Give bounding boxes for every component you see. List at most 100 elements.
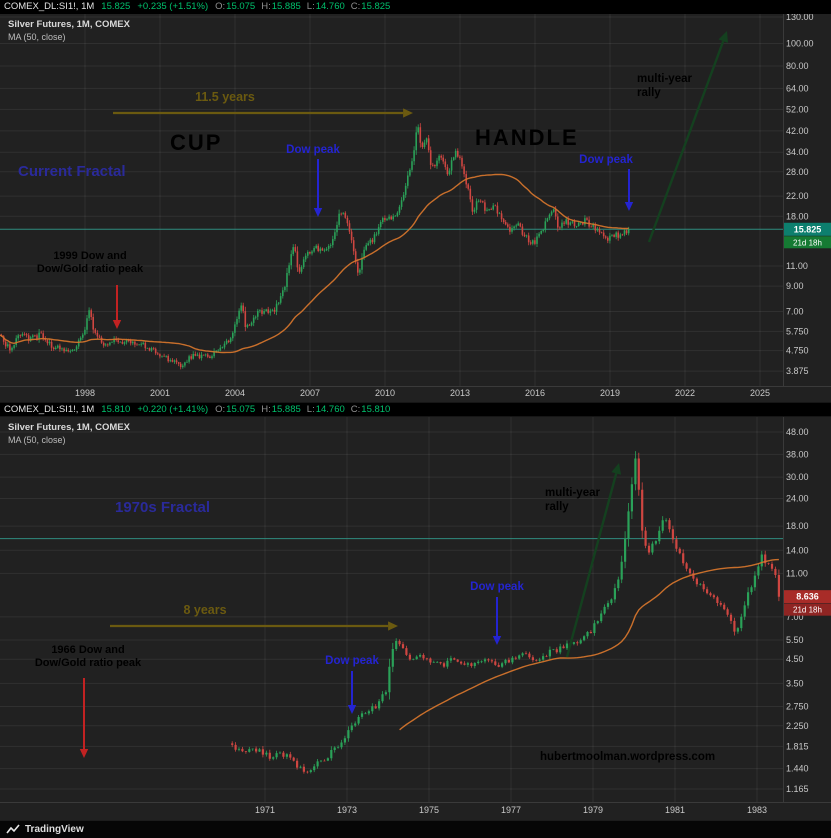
svg-text:100.00: 100.00 <box>786 38 814 48</box>
chart-panel-current-fractal[interactable]: 130.00 100.00 80.00 64.00 52.00 42.00 34.00 28.… <box>0 14 831 402</box>
svg-text:2.750: 2.750 <box>786 702 809 712</box>
svg-text:1977: 1977 <box>501 805 521 815</box>
svg-text:18.00: 18.00 <box>786 211 809 221</box>
svg-text:21d 18h: 21d 18h <box>793 238 822 247</box>
last-price-badge <box>784 222 831 236</box>
tradingview-brand[interactable]: TradingView <box>25 824 84 835</box>
last-price-bottom: 15.810 <box>101 404 131 415</box>
seventies-fractal-label: 1970s Fractal <box>115 499 210 516</box>
open-value-top: 15.075 <box>226 1 256 12</box>
svg-text:1971: 1971 <box>255 805 275 815</box>
multi-year-rally-label: rally <box>637 87 661 99</box>
svg-text:34.00: 34.00 <box>786 147 809 157</box>
time-axis[interactable]: 1998 2001 2004 2007 2010 2013 2016 2019 2022 2025 <box>75 388 770 398</box>
open-key-bottom: O: <box>215 404 226 415</box>
candles-layer <box>231 451 781 774</box>
svg-text:5.750: 5.750 <box>786 326 809 336</box>
svg-text:52.00: 52.00 <box>786 104 809 114</box>
svg-text:4.750: 4.750 <box>786 346 809 356</box>
symbol-title-bottom[interactable]: COMEX_DL:SI1!, 1M <box>4 404 95 415</box>
cup-label: CUP <box>170 130 222 155</box>
svg-text:Silver Futures, 1M, COMEX: Silver Futures, 1M, COMEX <box>8 422 131 433</box>
candles-layer <box>0 123 630 370</box>
dow-peak-1973-label: Dow peak <box>325 655 379 667</box>
svg-text:Silver Futures, 1M, COMEX: Silver Futures, 1M, COMEX <box>8 19 131 30</box>
svg-text:2004: 2004 <box>225 388 245 398</box>
grid <box>0 417 783 802</box>
svg-text:1975: 1975 <box>419 805 439 815</box>
open-key-top: O: <box>215 1 226 12</box>
current-fractal-label: Current Fractal <box>18 163 126 180</box>
last-price-badge <box>784 590 831 604</box>
time-axis[interactable]: 1971 1973 1975 1977 1979 1981 1983 <box>255 805 767 815</box>
ohlc-bar-bottom: COMEX_DL:SI1!, 1M 15.810 +0.220 (+1.41%) O:… <box>0 402 831 417</box>
close-value-bottom: 15.810 <box>361 404 391 415</box>
high-key-top: H: <box>261 1 271 12</box>
svg-text:28.00: 28.00 <box>786 167 809 177</box>
svg-text:7.00: 7.00 <box>786 306 804 316</box>
price-axis[interactable]: 130.00 100.00 80.00 64.00 52.00 42.00 34.00 28.… <box>786 14 814 376</box>
legend[interactable]: Silver Futures, 1M, COMEX MA (50, close) <box>8 422 131 445</box>
price-axis[interactable]: 48.00 38.00 30.00 24.00 18.00 14.00 11.00 7.00 5… <box>786 427 809 794</box>
multi-year-rally-label-2: multi-year <box>545 487 600 499</box>
svg-text:2025: 2025 <box>750 388 770 398</box>
svg-text:21d 18h: 21d 18h <box>793 606 822 615</box>
grid <box>0 14 783 386</box>
high-value-top: 15.885 <box>271 1 301 12</box>
last-price-top: 15.825 <box>101 1 131 12</box>
svg-text:MA (50, close): MA (50, close) <box>8 435 66 445</box>
low-value-top: 14.760 <box>315 1 345 12</box>
chart-panel-1970s-fractal[interactable]: 48.00 38.00 30.00 24.00 18.00 14.00 11.00 7.00 5… <box>0 417 831 820</box>
multi-year-rally-label: multi-year <box>637 73 692 85</box>
change-bottom: +0.220 (+1.41%) <box>137 404 209 415</box>
svg-text:1983: 1983 <box>747 805 767 815</box>
svg-text:2019: 2019 <box>600 388 620 398</box>
svg-text:22.00: 22.00 <box>786 191 809 201</box>
ma-line <box>399 558 779 731</box>
svg-text:1.440: 1.440 <box>786 764 809 774</box>
svg-text:5.50: 5.50 <box>786 635 804 645</box>
svg-text:8.636: 8.636 <box>796 592 819 602</box>
countdown-badge <box>784 603 831 616</box>
open-value-bottom: 15.075 <box>226 404 256 415</box>
svg-text:38.00: 38.00 <box>786 449 809 459</box>
svg-text:2001: 2001 <box>150 388 170 398</box>
symbol-title-top[interactable]: COMEX_DL:SI1!, 1M <box>4 1 95 12</box>
legend[interactable]: Silver Futures, 1M, COMEX MA (50, close) <box>8 19 131 42</box>
low-key-bottom: L: <box>306 404 315 415</box>
svg-text:30.00: 30.00 <box>786 472 809 482</box>
svg-text:1.815: 1.815 <box>786 741 809 751</box>
svg-text:3.875: 3.875 <box>786 366 809 376</box>
svg-text:11.00: 11.00 <box>786 568 808 578</box>
svg-text:2.250: 2.250 <box>786 721 809 731</box>
svg-text:1998: 1998 <box>75 388 95 398</box>
svg-text:42.00: 42.00 <box>786 126 809 136</box>
svg-text:2010: 2010 <box>375 388 395 398</box>
low-value-bottom: 14.760 <box>315 404 345 415</box>
site-label: hubertmoolman.wordpress.com <box>540 751 715 763</box>
svg-text:48.00: 48.00 <box>786 427 809 437</box>
svg-text:2007: 2007 <box>300 388 320 398</box>
multi-year-rally-label-2: rally <box>545 501 569 513</box>
countdown-badge <box>784 236 831 249</box>
ohlc-bar-top: COMEX_DL:SI1!, 1M 15.825 +0.235 (+1.51%) O:… <box>0 0 831 14</box>
annotations-layer: 1970s Fractal 8 years Dow peak Dow peak 1966… <box>35 463 715 763</box>
svg-text:11.00: 11.00 <box>786 261 808 271</box>
svg-text:15.825: 15.825 <box>794 224 822 234</box>
svg-text:14.00: 14.00 <box>786 545 809 555</box>
svg-text:4.50: 4.50 <box>786 654 804 664</box>
svg-text:2016: 2016 <box>525 388 545 398</box>
svg-text:1.165: 1.165 <box>786 784 809 794</box>
high-key-bottom: H: <box>261 404 271 415</box>
svg-text:2022: 2022 <box>675 388 695 398</box>
svg-text:2013: 2013 <box>450 388 470 398</box>
dow-gold-1999-label: 1999 Dow and <box>53 250 126 262</box>
svg-text:64.00: 64.00 <box>786 83 809 93</box>
years-span-label: 11.5 years <box>195 90 255 104</box>
dow-peak-1976-label: Dow peak <box>470 581 524 593</box>
ma-line <box>0 173 629 354</box>
handle-label: HANDLE <box>475 125 579 150</box>
years-span-label-2: 8 years <box>183 603 226 617</box>
svg-text:7.00: 7.00 <box>786 612 804 622</box>
